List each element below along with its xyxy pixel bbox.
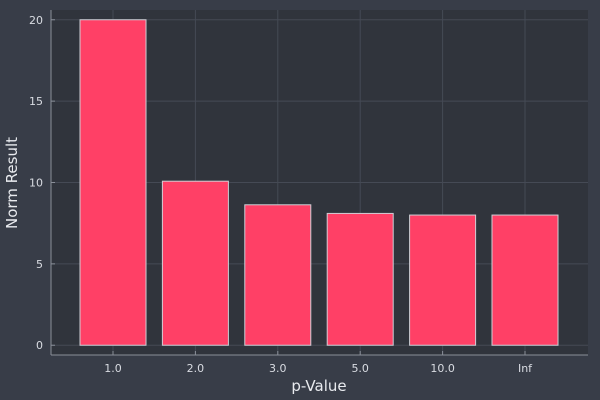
tick-labels: 0 5 10 15 20 1.0 2.0 3.0 5.0 10.0 Inf	[29, 14, 533, 375]
axes	[50, 10, 588, 356]
bars	[79, 19, 559, 346]
y-tick-label: 15	[29, 95, 43, 108]
bar-3.0	[244, 204, 312, 346]
y-tick-label: 0	[36, 339, 43, 352]
x-tick-label: 2.0	[187, 362, 205, 375]
y-tick-label: 10	[29, 177, 43, 190]
x-tick-label: Inf	[518, 362, 533, 375]
x-axis-title: p-Value	[291, 377, 346, 395]
x-tick-label: 5.0	[351, 362, 369, 375]
x-tick-label: 1.0	[104, 362, 122, 375]
x-tick-label: 3.0	[269, 362, 287, 375]
bar-10.0	[409, 214, 477, 346]
bar-2.0	[161, 180, 229, 346]
y-tick-label: 20	[29, 14, 43, 27]
bar-Inf	[491, 214, 559, 346]
bar-5.0	[326, 212, 394, 346]
y-tick-label: 5	[36, 258, 43, 271]
x-tick-label: 10.0	[430, 362, 455, 375]
bar-1.0	[79, 19, 147, 346]
y-axis-title: Norm Result	[3, 137, 21, 229]
